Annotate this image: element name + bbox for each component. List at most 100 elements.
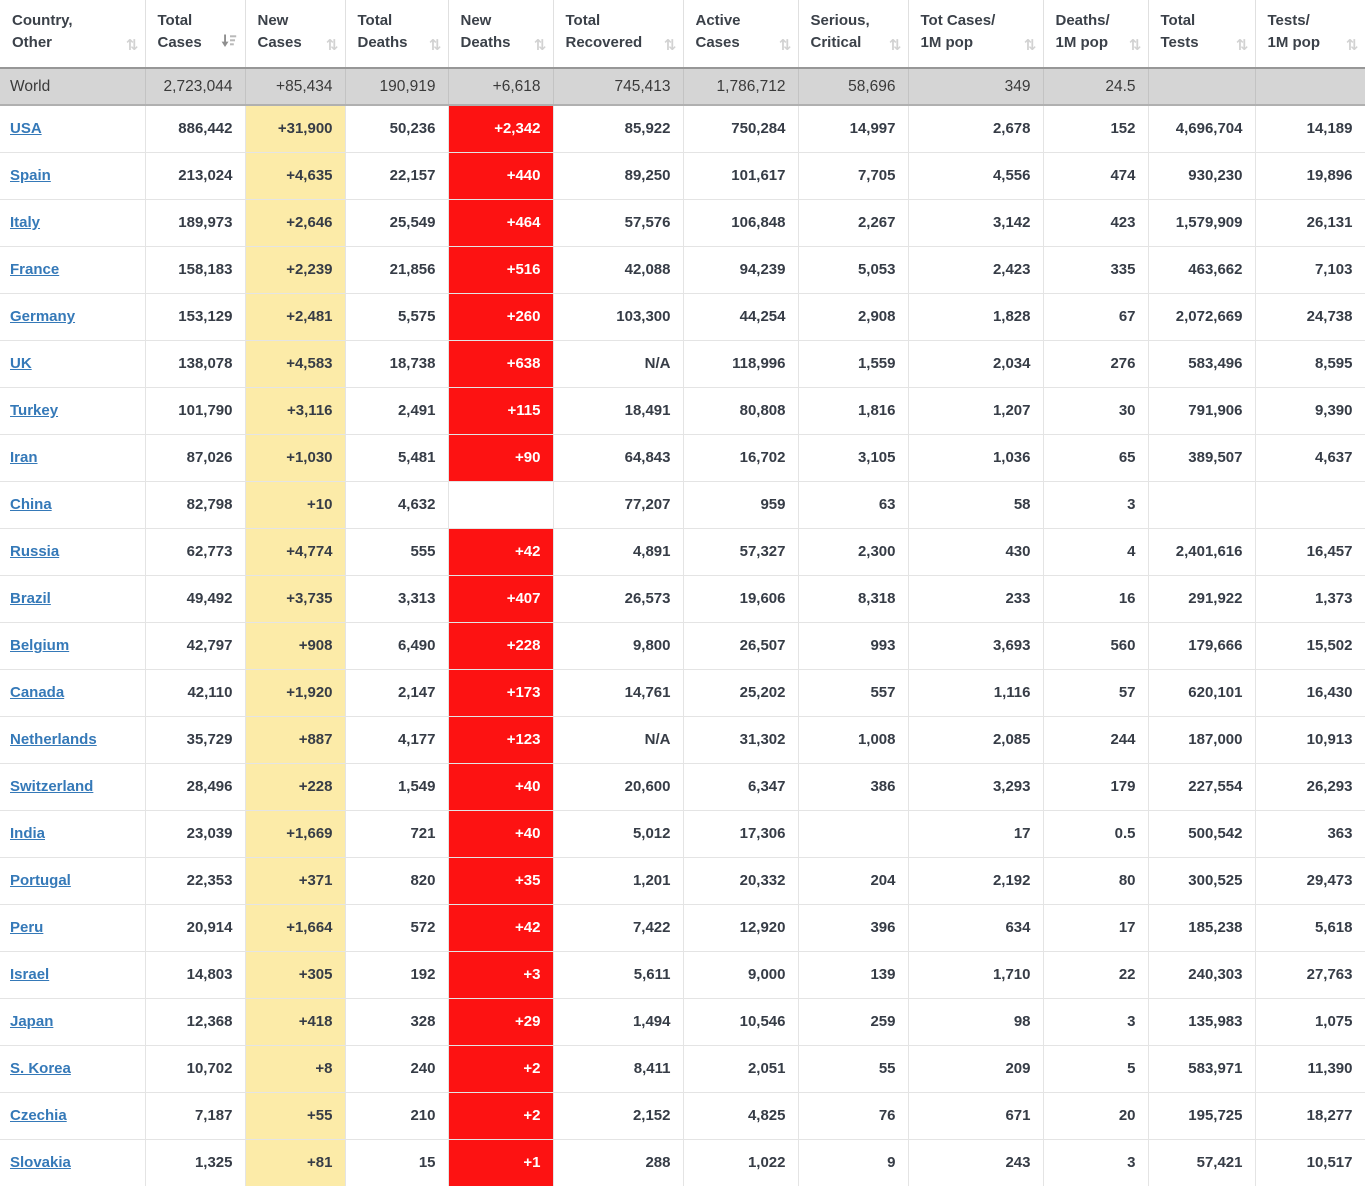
col-header-new-deaths[interactable]: New Deaths ⇅ [448, 0, 554, 69]
country-row-spain: Spain 213,024 +4,635 22,157 +440 89,250 101,61… [0, 151, 1365, 199]
cell-total-tests [1148, 480, 1256, 528]
col-header-label-line1: Total [1160, 12, 1196, 29]
country-row-china: China 82,798 +10 4,632 77,207 959 63 58 3 [0, 480, 1365, 528]
col-header-country[interactable]: Country, Other ⇅ [0, 0, 146, 69]
cell-country: Peru [0, 903, 146, 951]
country-link[interactable]: UK [10, 355, 32, 372]
cell-active-cases: 44,254 [683, 292, 799, 340]
col-header-total-recovered[interactable]: Total Recovered ⇅ [553, 0, 684, 69]
cell-serious-critical: 204 [798, 856, 909, 904]
cell-cases-per-1m: 671 [908, 1091, 1044, 1139]
cell-active-cases: 959 [683, 480, 799, 528]
col-header-cases-per-1m[interactable]: Tot Cases/1M pop ⇅ [908, 0, 1044, 69]
country-link[interactable]: Slovakia [10, 1154, 71, 1172]
sort-updown-icon[interactable]: ⇅ [888, 37, 902, 54]
cell-new-deaths: +228 [448, 621, 554, 669]
cell-total-recovered: 26,573 [553, 574, 684, 622]
country-link[interactable]: Peru [10, 919, 44, 936]
cell-total-deaths: 5,575 [345, 292, 449, 340]
cell-active-cases: 4,825 [683, 1091, 799, 1139]
sort-updown-icon[interactable]: ⇅ [533, 37, 547, 54]
cell-serious-critical: 7,705 [798, 151, 909, 199]
cell-active-cases: 17,306 [683, 809, 799, 857]
country-link[interactable]: Iran [10, 449, 38, 466]
cell-deaths-per-1m: 244 [1043, 715, 1149, 763]
country-link[interactable]: Israel [10, 966, 50, 983]
col-header-serious-critical[interactable]: Serious, Critical ⇅ [798, 0, 909, 69]
country-link[interactable]: Portugal [10, 872, 71, 889]
country-link[interactable]: Czechia [10, 1107, 67, 1124]
country-link[interactable]: S. Korea [10, 1060, 71, 1077]
cell-total-cases: 87,026 [145, 433, 246, 481]
country-link[interactable]: Switzerland [10, 778, 94, 795]
sort-updown-icon[interactable]: ⇅ [1128, 37, 1142, 54]
country-link[interactable]: Netherlands [10, 731, 97, 748]
cell-total-deaths: 21,856 [345, 245, 449, 293]
cell-cases-per-1m: 349 [908, 68, 1044, 106]
col-header-total-deaths[interactable]: Total Deaths ⇅ [345, 0, 449, 69]
country-link[interactable]: Spain [10, 167, 51, 184]
cell-total-cases: 189,973 [145, 198, 246, 246]
country-link[interactable]: Brazil [10, 590, 51, 607]
cell-tests-per-1m: 27,763 [1255, 950, 1365, 998]
country-link[interactable]: China [10, 496, 52, 513]
cell-total-tests: 291,922 [1148, 574, 1256, 622]
country-link[interactable]: Germany [10, 308, 76, 325]
sort-updown-icon[interactable]: ⇅ [325, 37, 339, 54]
cell-tests-per-1m: 18,277 [1255, 1091, 1365, 1139]
sort-updown-icon[interactable]: ⇅ [1235, 37, 1249, 54]
cell-new-cases: +418 [245, 997, 346, 1045]
cell-serious-critical: 5,053 [798, 245, 909, 293]
cell-tests-per-1m: 16,457 [1255, 527, 1365, 575]
cell-new-cases: +1,920 [245, 668, 346, 716]
cell-country: Switzerland [0, 762, 146, 810]
cell-tests-per-1m: 16,430 [1255, 668, 1365, 716]
sort-updown-icon[interactable]: ⇅ [663, 37, 677, 54]
cell-total-recovered: 745,413 [553, 68, 684, 106]
cell-cases-per-1m: 3,293 [908, 762, 1044, 810]
sort-updown-icon[interactable]: ⇅ [1345, 37, 1359, 54]
col-header-deaths-per-1m[interactable]: Deaths/1M pop ⇅ [1043, 0, 1149, 69]
country-link[interactable]: Canada [10, 684, 65, 701]
cell-new-deaths: +638 [448, 339, 554, 387]
cell-total-deaths: 721 [345, 809, 449, 857]
cell-tests-per-1m: 8,595 [1255, 339, 1365, 387]
col-header-total-cases[interactable]: Total Cases [145, 0, 246, 69]
cell-total-recovered: 64,843 [553, 433, 684, 481]
col-header-active-cases[interactable]: Active Cases ⇅ [683, 0, 799, 69]
cell-cases-per-1m: 1,710 [908, 950, 1044, 998]
country-link[interactable]: Turkey [10, 402, 59, 419]
table-header: Country, Other ⇅ Total Cases New Cases ⇅ Total De… [0, 0, 1365, 69]
cell-total-tests: 227,554 [1148, 762, 1256, 810]
country-link[interactable]: Russia [10, 543, 60, 560]
col-header-tests-per-1m[interactable]: Tests/1M pop ⇅ [1255, 0, 1365, 69]
sort-amount-desc-icon[interactable] [221, 33, 237, 55]
country-link[interactable]: Japan [10, 1013, 54, 1030]
cell-serious-critical: 3,105 [798, 433, 909, 481]
cell-deaths-per-1m: 276 [1043, 339, 1149, 387]
cell-active-cases: 750,284 [683, 104, 799, 152]
country-link[interactable]: USA [10, 120, 42, 138]
cell-total-cases: 23,039 [145, 809, 246, 857]
cell-total-tests [1148, 68, 1256, 106]
country-link[interactable]: Belgium [10, 637, 70, 654]
country-link[interactable]: France [10, 261, 60, 278]
country-row-italy: Italy 189,973 +2,646 25,549 +464 57,576 106,84… [0, 198, 1365, 246]
sort-updown-icon[interactable]: ⇅ [428, 37, 442, 54]
cell-new-cases: +4,635 [245, 151, 346, 199]
col-header-new-cases[interactable]: New Cases ⇅ [245, 0, 346, 69]
cell-total-deaths: 50,236 [345, 104, 449, 152]
country-link[interactable]: India [10, 825, 46, 842]
country-row-peru: Peru 20,914 +1,664 572 +42 7,422 12,920 396 634 1… [0, 903, 1365, 951]
sort-updown-icon[interactable]: ⇅ [1023, 37, 1037, 54]
cell-deaths-per-1m: 5 [1043, 1044, 1149, 1092]
cell-total-deaths: 820 [345, 856, 449, 904]
sort-updown-icon[interactable]: ⇅ [778, 37, 792, 54]
cell-new-cases: +1,669 [245, 809, 346, 857]
country-link[interactable]: Italy [10, 214, 41, 231]
col-header-label-line2: 1M pop [920, 34, 974, 51]
cell-active-cases: 94,239 [683, 245, 799, 293]
sort-updown-icon[interactable]: ⇅ [125, 37, 139, 54]
col-header-total-tests[interactable]: Total Tests ⇅ [1148, 0, 1256, 69]
cell-total-tests: 57,421 [1148, 1138, 1256, 1186]
